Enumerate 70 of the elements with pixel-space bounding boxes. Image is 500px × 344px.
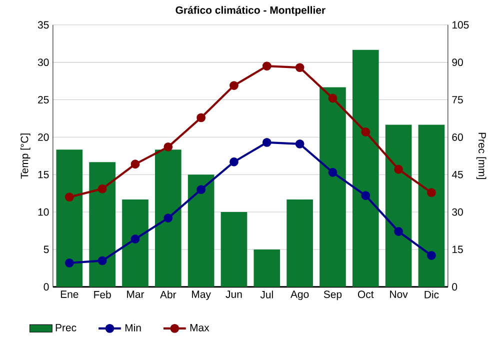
bar bbox=[154, 150, 182, 287]
bar bbox=[320, 87, 346, 287]
bar bbox=[188, 174, 214, 287]
bar bbox=[385, 124, 412, 287]
chart-title: Gráfico climático - Montpellier bbox=[176, 6, 326, 16]
point bbox=[64, 258, 74, 268]
bar bbox=[56, 150, 83, 287]
x-tick-label: Oct bbox=[358, 290, 374, 298]
x-tick-label: Jun bbox=[226, 290, 242, 298]
bar bbox=[254, 250, 280, 287]
point bbox=[98, 256, 107, 266]
point bbox=[130, 234, 140, 244]
y-tick-label: 0 bbox=[44, 283, 49, 291]
legend-label: Min bbox=[125, 324, 141, 332]
point bbox=[295, 63, 304, 72]
point bbox=[328, 94, 338, 103]
point bbox=[164, 142, 173, 152]
point bbox=[130, 160, 140, 169]
y-tick-label: 25 bbox=[38, 96, 49, 104]
point bbox=[394, 164, 404, 174]
y2-tick-label: 15 bbox=[452, 246, 463, 254]
legend-label: Max bbox=[190, 324, 210, 332]
x-tick-label: Nov bbox=[390, 290, 408, 298]
point bbox=[164, 214, 173, 223]
y-tick-label: 5 bbox=[44, 246, 49, 254]
y2-tick-label: 75 bbox=[452, 96, 463, 104]
point bbox=[427, 188, 436, 198]
point bbox=[328, 168, 338, 177]
x-tick-label: Dic bbox=[424, 290, 439, 298]
y-tick-label: 30 bbox=[38, 58, 49, 66]
bar bbox=[352, 50, 379, 287]
point bbox=[295, 140, 304, 148]
point bbox=[64, 192, 74, 202]
y-tick-label: 15 bbox=[38, 171, 49, 178]
y2-tick-label: 45 bbox=[452, 171, 463, 178]
y-axis-title: Temp [°C] bbox=[20, 134, 30, 179]
point bbox=[98, 184, 107, 194]
point bbox=[262, 62, 272, 71]
x-tick-label: May bbox=[192, 290, 211, 300]
y2-axis-title: Prec [mm] bbox=[476, 132, 486, 180]
x-tick-label: Feb bbox=[94, 290, 111, 298]
bar bbox=[418, 124, 445, 287]
bar bbox=[220, 212, 248, 287]
y-tick-label: 35 bbox=[38, 21, 49, 29]
point bbox=[427, 251, 436, 260]
y2-tick-label: 60 bbox=[452, 134, 463, 141]
point bbox=[262, 138, 272, 147]
point bbox=[394, 227, 404, 236]
point bbox=[196, 113, 206, 122]
point bbox=[196, 185, 206, 194]
y2-tick-label: 30 bbox=[452, 208, 463, 216]
y-tick-label: 10 bbox=[38, 208, 49, 216]
y-tick-label: 20 bbox=[38, 134, 49, 141]
legend-label: Prec bbox=[56, 324, 76, 332]
bar bbox=[89, 162, 116, 287]
x-tick-label: Sep bbox=[324, 290, 342, 300]
y2-tick-label: 105 bbox=[452, 21, 469, 29]
point bbox=[361, 191, 370, 200]
x-tick-label: Ago bbox=[290, 290, 309, 300]
bar bbox=[286, 200, 313, 287]
y2-tick-label: 0 bbox=[452, 283, 458, 291]
x-tick-label: Jul bbox=[260, 290, 273, 298]
y2-tick-label: 90 bbox=[452, 58, 463, 66]
point bbox=[361, 128, 370, 136]
point bbox=[230, 81, 238, 90]
bar bbox=[122, 200, 148, 287]
x-tick-label: Abr bbox=[160, 290, 176, 298]
x-tick-label: Mar bbox=[127, 290, 144, 298]
x-tick-label: Ene bbox=[60, 290, 78, 298]
point bbox=[230, 157, 238, 166]
